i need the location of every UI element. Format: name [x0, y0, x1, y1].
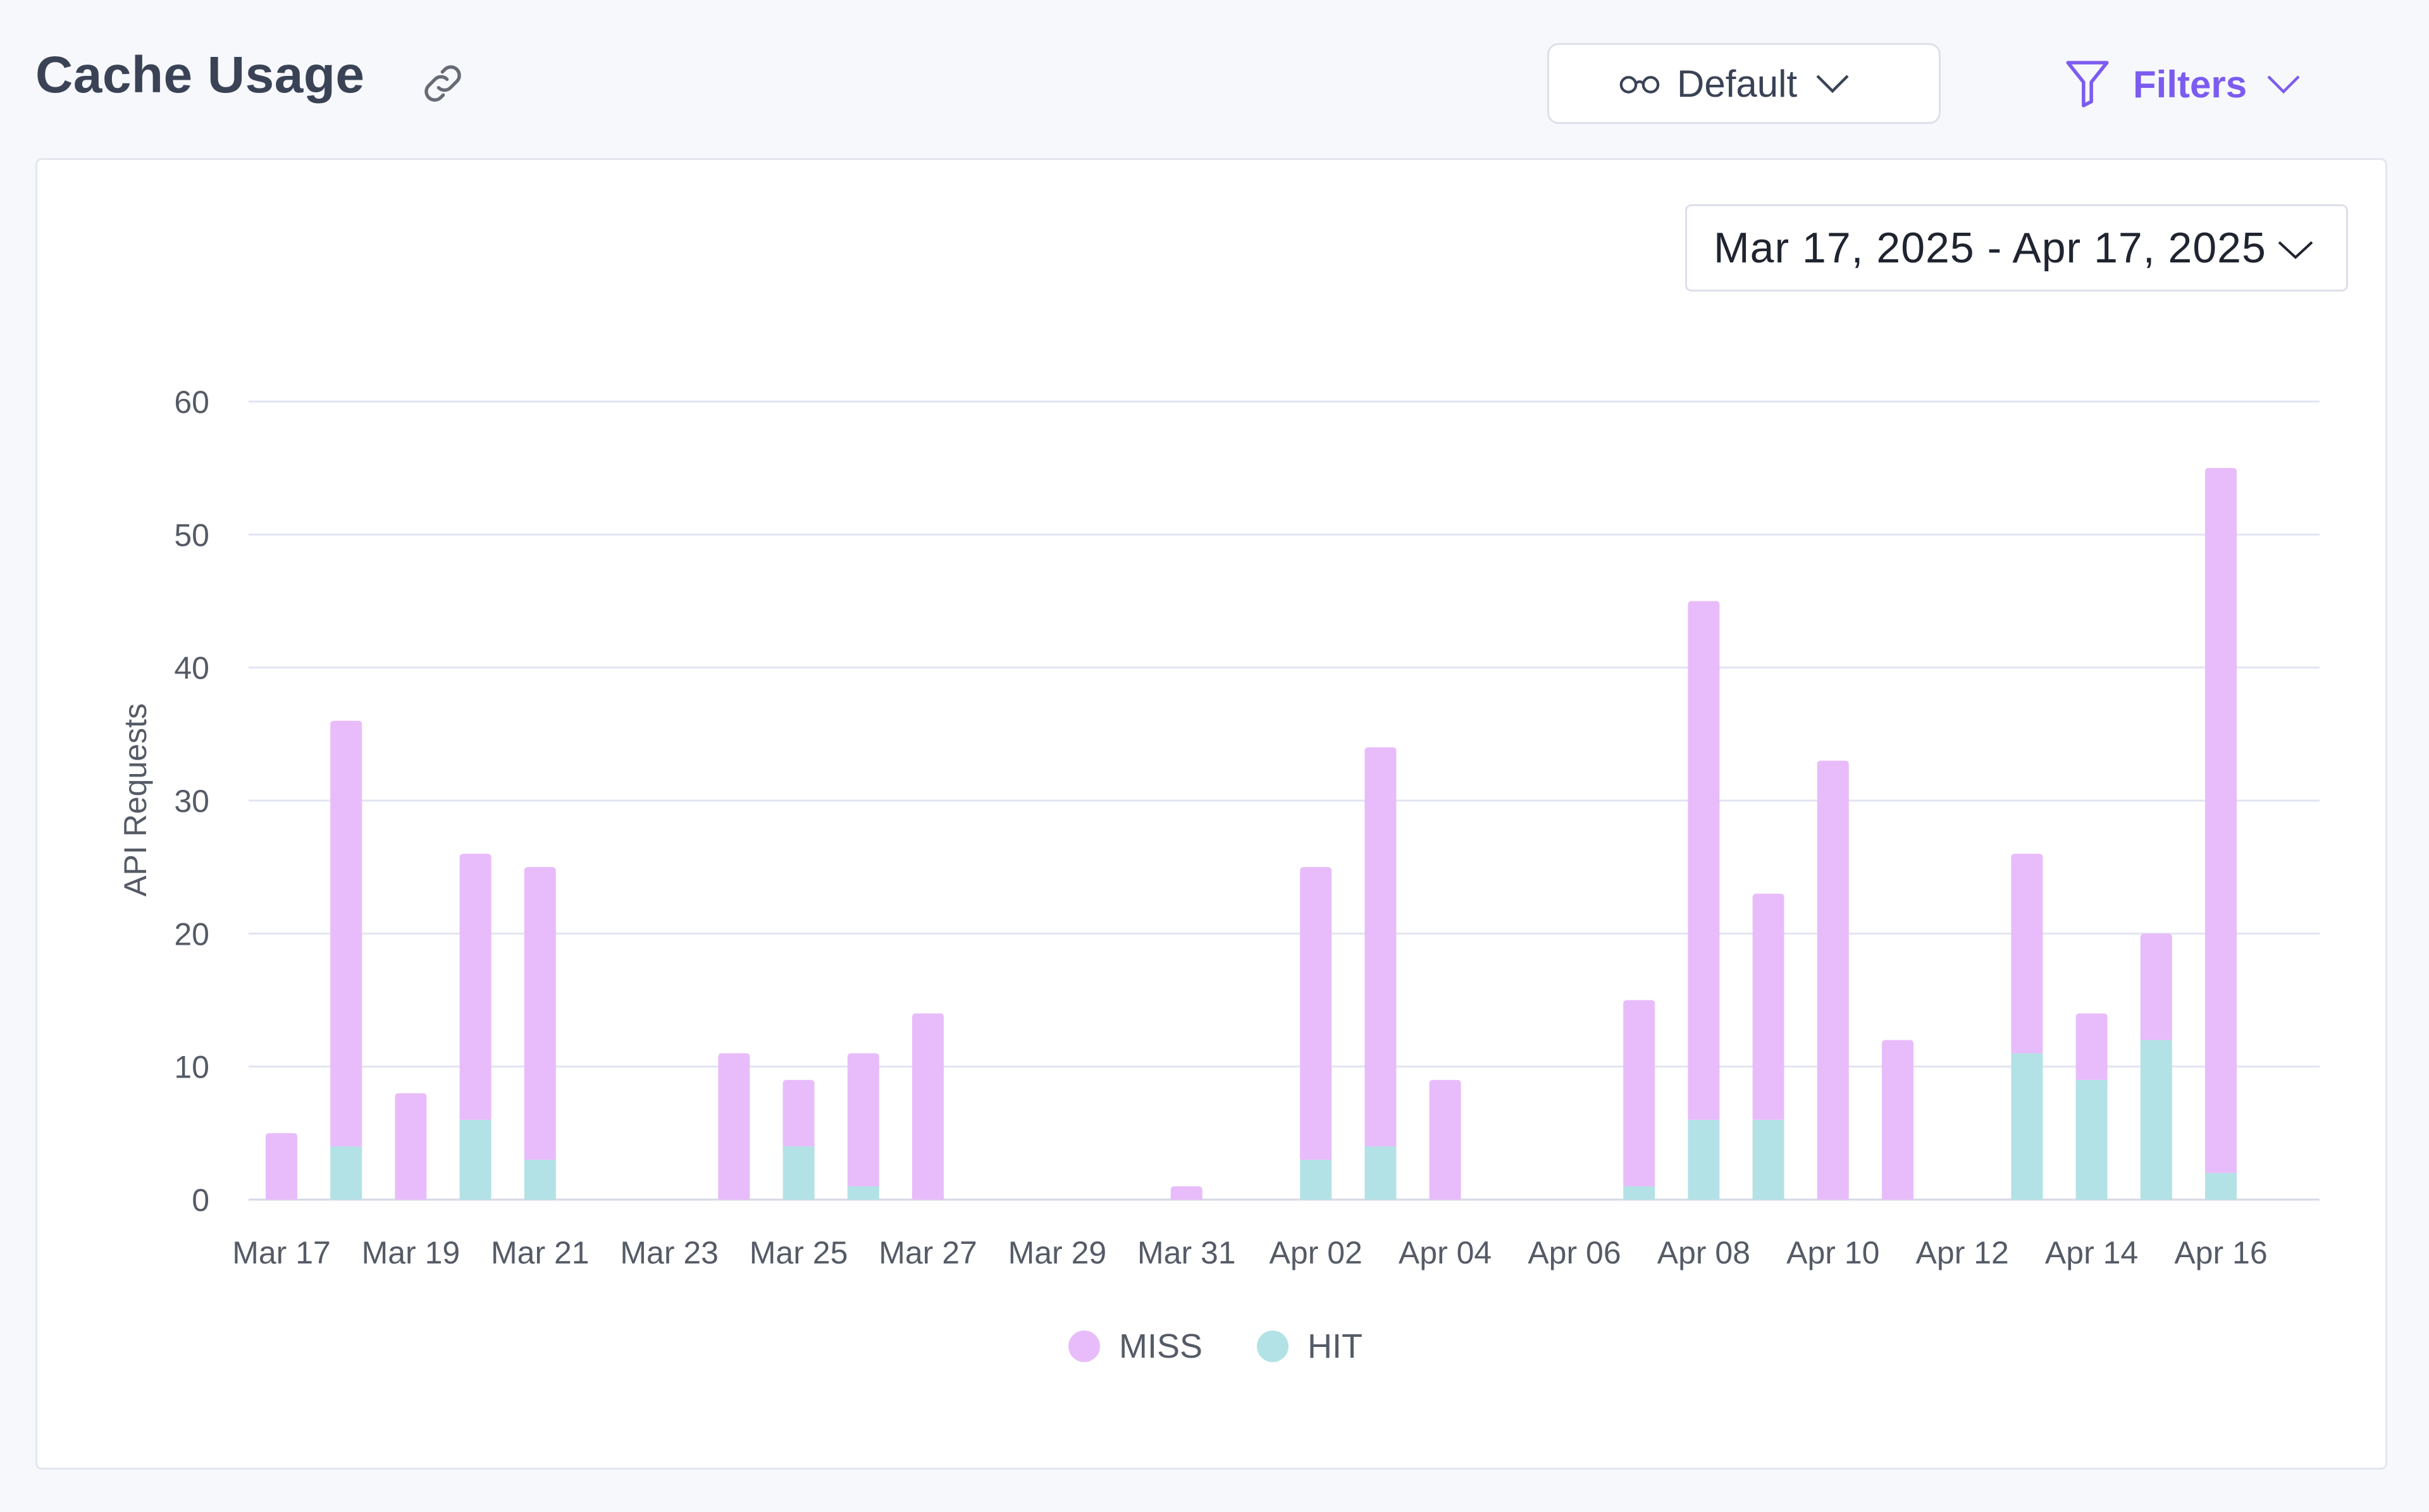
- legend-dot-miss: [1068, 1331, 1100, 1362]
- bar-hit: [2140, 1040, 2172, 1200]
- filters-label: Filters: [2133, 63, 2247, 106]
- legend-item-miss[interactable]: MISS: [1068, 1327, 1202, 1366]
- bar-miss: [395, 1093, 427, 1200]
- date-range-label: Mar 17, 2025 - Apr 17, 2025: [1714, 224, 2266, 272]
- bar-miss: [1364, 747, 1397, 1146]
- bar-miss: [1817, 760, 1849, 1200]
- x-tick-label: Apr 08: [1657, 1235, 1750, 1270]
- bar-hit: [524, 1159, 556, 1200]
- x-tick-label: Mar 27: [879, 1235, 977, 1270]
- bar-hit: [2075, 1079, 2108, 1200]
- chart-legend: MISS HIT: [1068, 1327, 1417, 1366]
- date-range-picker[interactable]: Mar 17, 2025 - Apr 17, 2025: [1685, 204, 2348, 292]
- cache-usage-chart: 0 10 20 30 40 50 60 API Requests Mar 17 Mar 19 Mar…: [118, 384, 2320, 1270]
- bar-hit: [1688, 1119, 1720, 1200]
- y-tick-label: 10: [174, 1050, 209, 1085]
- bar-miss: [2140, 933, 2172, 1040]
- x-tick-label: Apr 10: [1786, 1235, 1879, 1270]
- x-tick-label: Apr 16: [2174, 1235, 2267, 1270]
- chevron-down-icon: [2267, 75, 2300, 94]
- bar-hit: [2011, 1053, 2043, 1200]
- bar-miss: [2075, 1013, 2108, 1080]
- bar-miss: [718, 1053, 750, 1200]
- bar-hit: [1364, 1146, 1397, 1200]
- y-tick-label: 60: [174, 384, 209, 420]
- y-axis-label: API Requests: [118, 703, 153, 897]
- bar-miss: [524, 867, 556, 1160]
- y-tick-label: 20: [174, 916, 209, 952]
- x-tick-label: Apr 14: [2045, 1235, 2138, 1270]
- y-tick-label: 30: [174, 784, 209, 819]
- filters-button[interactable]: Filters: [2063, 56, 2301, 113]
- chart-card: Mar 17, 2025 - Apr 17, 2025 0 10 20 30 40 50 6…: [35, 158, 2387, 1470]
- bar-miss: [847, 1053, 879, 1186]
- bar-miss: [1623, 1000, 1655, 1186]
- link-icon[interactable]: [417, 58, 468, 109]
- view-select-label: Default: [1677, 62, 1798, 105]
- bar-miss: [912, 1013, 944, 1200]
- bar-hit: [2205, 1172, 2237, 1200]
- bar-miss: [266, 1133, 297, 1200]
- legend-item-hit[interactable]: HIT: [1257, 1327, 1363, 1366]
- x-tick-label: Mar 29: [1008, 1235, 1107, 1270]
- legend-label-miss: MISS: [1119, 1327, 1203, 1365]
- page-header: Cache Usage Default Filters: [0, 0, 2429, 158]
- x-tick-label: Mar 21: [491, 1235, 590, 1270]
- bar-miss: [1170, 1186, 1202, 1200]
- x-tick-label: Apr 02: [1270, 1235, 1363, 1270]
- bar-hit: [782, 1146, 815, 1200]
- x-tick-label: Apr 04: [1399, 1235, 1492, 1270]
- y-tick-label: 0: [192, 1183, 209, 1218]
- x-tick-label: Mar 23: [620, 1235, 719, 1270]
- x-tick-label: Apr 12: [1916, 1235, 2009, 1270]
- x-tick-label: Mar 17: [232, 1235, 331, 1270]
- bar-hit: [330, 1146, 362, 1200]
- y-tick-label: 40: [174, 651, 209, 686]
- bar-miss: [1429, 1079, 1461, 1200]
- x-tick-label: Mar 31: [1137, 1235, 1236, 1270]
- view-select[interactable]: Default: [1547, 43, 1941, 124]
- bar-hit: [1300, 1159, 1332, 1200]
- bar-miss: [2205, 468, 2237, 1173]
- bar-hit: [459, 1119, 491, 1200]
- bar-miss: [2011, 854, 2043, 1054]
- funnel-icon: [2066, 61, 2109, 108]
- bar-hit: [1623, 1186, 1655, 1200]
- x-tick-label: Mar 25: [750, 1235, 848, 1270]
- y-tick-label: 50: [174, 517, 209, 553]
- legend-dot-hit: [1257, 1331, 1289, 1362]
- bar-miss: [1300, 867, 1332, 1160]
- bar-miss: [459, 854, 491, 1120]
- bar-miss: [1688, 601, 1720, 1120]
- bar-miss: [782, 1079, 815, 1146]
- bar-hit: [847, 1186, 879, 1200]
- bar-miss: [1752, 894, 1784, 1120]
- chevron-down-icon: [2278, 241, 2313, 259]
- page-title: Cache Usage: [35, 46, 365, 104]
- bar-hit: [1752, 1119, 1784, 1200]
- chevron-down-icon: [1816, 75, 1849, 94]
- bar-miss: [1882, 1040, 1913, 1200]
- x-tick-label: Mar 19: [362, 1235, 460, 1270]
- x-tick-label: Apr 06: [1528, 1235, 1621, 1270]
- glasses-icon: [1619, 76, 1660, 94]
- bar-miss: [330, 720, 362, 1146]
- legend-label-hit: HIT: [1307, 1327, 1363, 1365]
